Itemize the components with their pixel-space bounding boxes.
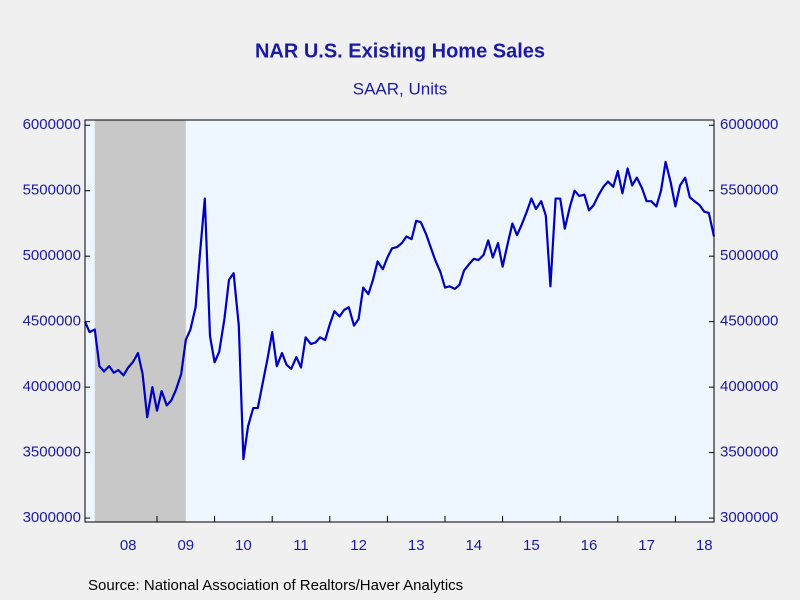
x-tick-label: 10 [235, 537, 252, 554]
x-tick-label: 13 [408, 537, 425, 554]
y2-tick-label: 6000000 [720, 116, 778, 133]
x-tick-label: 15 [523, 537, 540, 554]
x-tick-label: 12 [350, 537, 367, 554]
y-tick-label: 5000000 [23, 247, 81, 264]
x-tick-label: 17 [638, 537, 655, 554]
y2-tick-label: 5000000 [720, 247, 778, 264]
plot-area [85, 120, 714, 522]
x-tick-label: 11 [293, 537, 309, 554]
plot-frame [84, 119, 715, 523]
x-tick-label: 14 [465, 537, 482, 554]
x-tick-label: 18 [696, 537, 713, 554]
y-tick-label: 4000000 [23, 378, 81, 395]
y2-tick-label: 3000000 [720, 509, 778, 526]
data-line [83, 160, 716, 461]
y-tick-label: 3500000 [23, 444, 81, 461]
x-tick-label: 16 [581, 537, 598, 554]
chart-subtitle: SAAR, Units [353, 79, 447, 98]
y-tick-label: 3000000 [23, 509, 81, 526]
source-note: Source: National Association of Realtors… [88, 577, 463, 594]
y2-tick-label: 4000000 [720, 378, 778, 395]
y-tick-label: 6000000 [23, 116, 81, 133]
y2-tick-label: 5500000 [720, 182, 778, 199]
y-tick-label: 5500000 [23, 182, 81, 199]
recession-shade [94, 120, 186, 522]
y2-tick-label: 3500000 [720, 444, 778, 461]
x-tick-label: 09 [177, 537, 194, 554]
y-tick-label: 4500000 [23, 313, 81, 330]
chart-title: NAR U.S. Existing Home Sales [255, 40, 545, 62]
y2-tick-label: 4500000 [720, 313, 778, 330]
x-tick-label: 08 [120, 537, 137, 554]
